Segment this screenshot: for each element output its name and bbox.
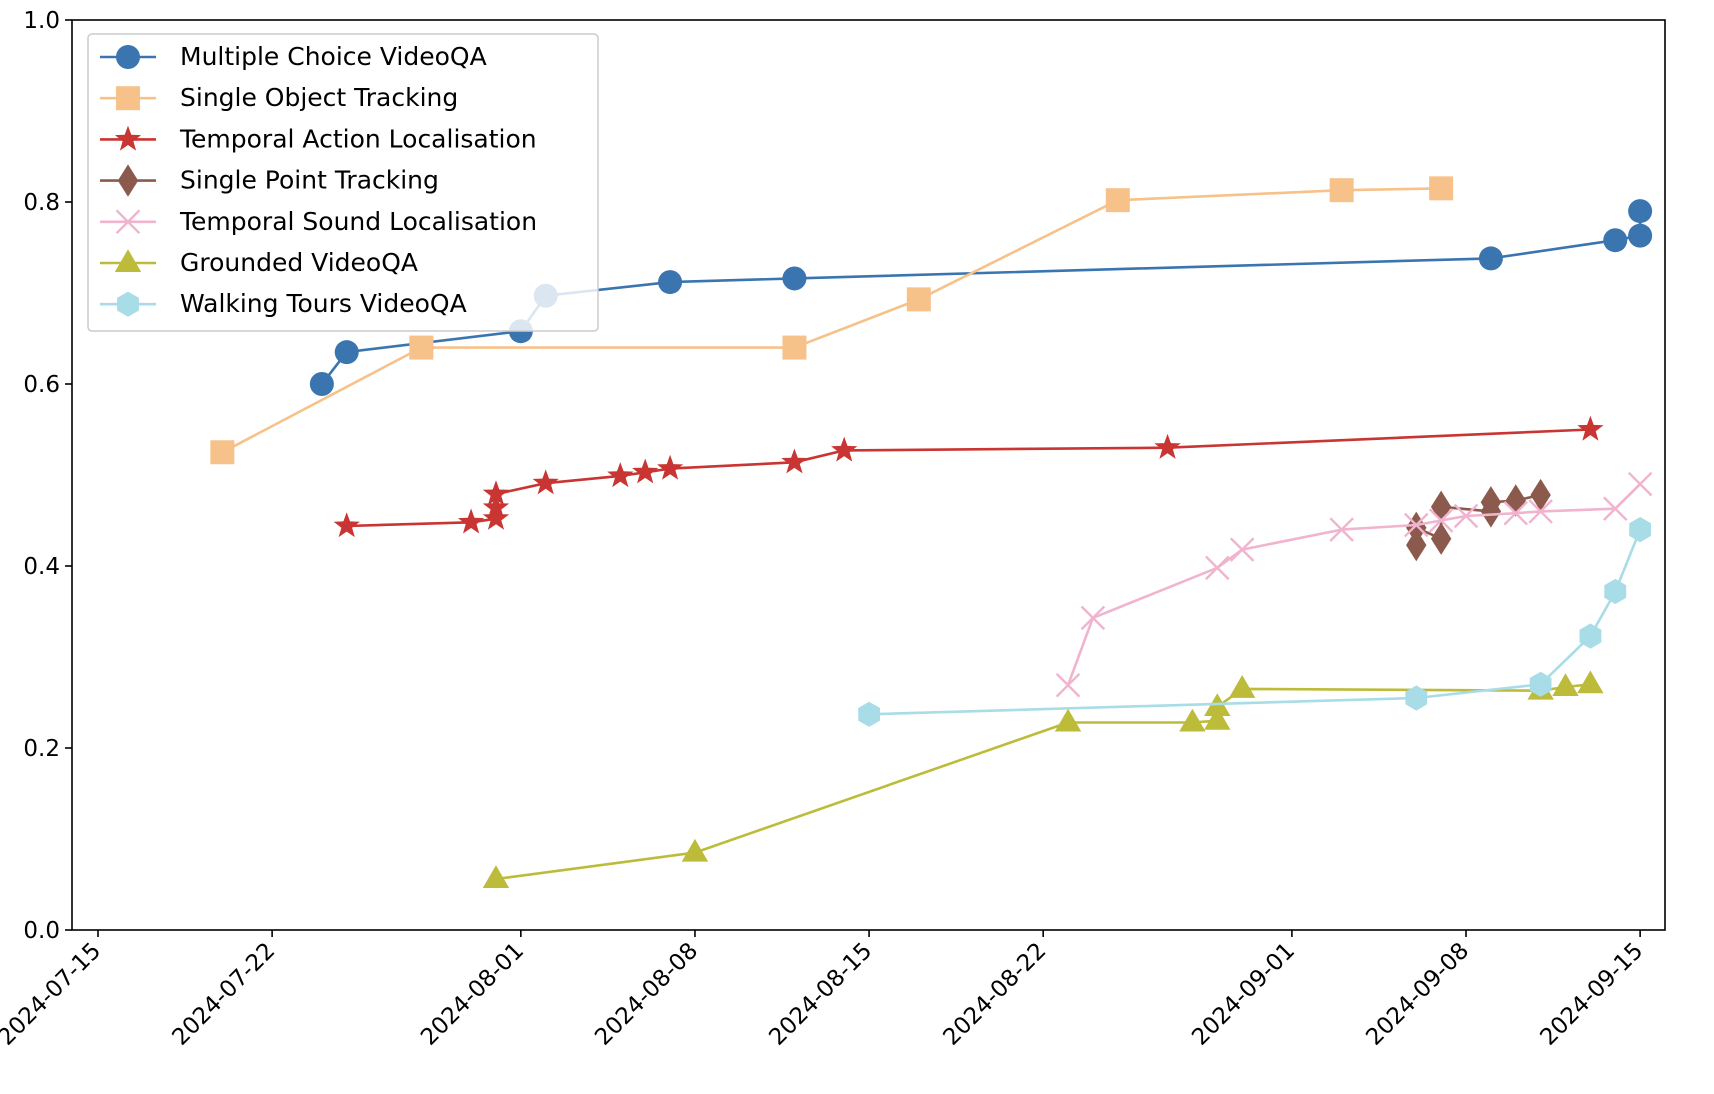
data-point-single-object-tracking — [1105, 188, 1130, 213]
series-line-walking-tours-videoqa — [869, 529, 1642, 716]
data-point-walking-tours-videoqa — [858, 701, 880, 727]
data-point-temporal-action-localisation — [532, 469, 559, 495]
legend-marker-temporal-sound-localisation — [115, 209, 141, 235]
data-point-temporal-action-localisation — [781, 448, 808, 474]
legend-entry-single-point-tracking: Single Point Tracking — [100, 164, 439, 197]
legend-label: Multiple Choice VideoQA — [180, 42, 487, 71]
data-point-grounded-videoqa — [681, 838, 709, 862]
series-temporal-sound-localisation — [1055, 471, 1653, 698]
y-tick-label: 1.0 — [23, 8, 60, 34]
legend-marker-multiple-choice-videoqa — [116, 45, 140, 69]
data-point-single-object-tracking — [1329, 178, 1354, 203]
y-tick-label: 0.4 — [23, 554, 60, 580]
data-point-temporal-sound-localisation — [1627, 471, 1653, 497]
legend-entry-multiple-choice-videoqa: Multiple Choice VideoQA — [100, 42, 487, 71]
data-point-multiple-choice-videoqa — [1628, 223, 1653, 248]
data-point-single-point-tracking — [1430, 522, 1452, 555]
data-point-grounded-videoqa — [1179, 708, 1206, 732]
data-point-temporal-sound-localisation — [1229, 537, 1255, 562]
data-point-walking-tours-videoqa — [1529, 671, 1552, 697]
legend-entry-temporal-action-localisation: Temporal Action Localisation — [100, 124, 537, 153]
data-point-temporal-sound-localisation — [1080, 605, 1106, 631]
data-point-single-object-tracking — [409, 335, 434, 360]
legend-entry-temporal-sound-localisation: Temporal Sound Localisation — [100, 207, 537, 236]
data-point-temporal-action-localisation — [482, 504, 510, 530]
legend-entry-walking-tours-videoqa: Walking Tours VideoQA — [100, 289, 467, 318]
data-point-single-point-tracking — [1406, 528, 1427, 562]
data-point-temporal-sound-localisation — [1453, 503, 1479, 529]
legend-label: Single Point Tracking — [180, 166, 439, 195]
data-point-temporal-sound-localisation — [1428, 508, 1454, 533]
data-point-temporal-sound-localisation — [1205, 555, 1230, 581]
data-point-walking-tours-videoqa — [1604, 578, 1627, 605]
data-point-multiple-choice-videoqa — [1628, 199, 1653, 224]
legend-marker-temporal-action-localisation — [114, 125, 142, 151]
data-point-temporal-action-localisation — [1154, 433, 1181, 459]
data-point-grounded-videoqa — [1054, 708, 1082, 732]
legend-marker-walking-tours-videoqa — [117, 291, 139, 317]
data-point-temporal-sound-localisation — [1528, 499, 1553, 524]
y-tick-label: 0.2 — [23, 736, 60, 762]
y-tick-label: 0.6 — [23, 372, 60, 398]
data-point-single-object-tracking — [210, 440, 235, 465]
legend-marker-single-point-tracking — [117, 164, 139, 197]
data-point-temporal-sound-localisation — [1603, 496, 1628, 521]
data-point-temporal-sound-localisation — [1329, 517, 1354, 542]
data-point-single-object-tracking — [782, 335, 807, 360]
series-temporal-action-localisation — [333, 415, 1604, 538]
data-point-multiple-choice-videoqa — [658, 270, 683, 295]
data-point-single-point-tracking — [1406, 511, 1427, 544]
legend-label: Single Object Tracking — [180, 83, 458, 112]
series-walking-tours-videoqa — [858, 517, 1651, 727]
data-point-grounded-videoqa — [1552, 673, 1579, 697]
data-point-multiple-choice-videoqa — [782, 266, 807, 291]
data-point-multiple-choice-videoqa — [1478, 246, 1503, 271]
data-point-walking-tours-videoqa — [1579, 623, 1602, 649]
legend-label: Temporal Sound Localisation — [179, 207, 537, 236]
legend-marker-single-object-tracking — [116, 86, 140, 111]
data-point-temporal-action-localisation — [831, 436, 858, 462]
data-point-single-object-tracking — [1429, 176, 1454, 201]
y-tick-label: 0.8 — [23, 190, 60, 216]
data-point-walking-tours-videoqa — [1629, 517, 1651, 543]
data-point-single-point-tracking — [1430, 490, 1452, 524]
data-point-temporal-action-localisation — [458, 508, 485, 534]
data-point-temporal-action-localisation — [632, 458, 659, 484]
legend-label: Walking Tours VideoQA — [180, 289, 467, 318]
series-single-object-tracking — [210, 176, 1454, 465]
y-tick-label: 0.0 — [23, 918, 60, 944]
legend: Multiple Choice VideoQA Single Object Tra… — [87, 33, 599, 332]
legend-entry-grounded-videoqa: Grounded VideoQA — [100, 248, 418, 277]
series-line-multiple-choice-videoqa — [320, 211, 1642, 385]
data-point-single-point-tracking — [1480, 486, 1502, 519]
data-point-temporal-action-localisation — [1577, 415, 1604, 441]
data-point-multiple-choice-videoqa — [334, 340, 359, 365]
legend-marker-grounded-videoqa — [114, 249, 142, 272]
data-point-temporal-action-localisation — [482, 480, 510, 506]
data-point-temporal-action-localisation — [482, 494, 510, 519]
data-point-temporal-sound-localisation — [1503, 500, 1529, 526]
data-point-grounded-videoqa — [1577, 670, 1604, 694]
data-point-single-object-tracking — [906, 287, 931, 312]
data-point-temporal-sound-localisation — [1055, 672, 1081, 698]
data-point-multiple-choice-videoqa — [309, 372, 334, 396]
legend-label: Temporal Action Localisation — [179, 124, 537, 153]
legend-entry-single-object-tracking: Single Object Tracking — [100, 83, 458, 112]
data-point-multiple-choice-videoqa — [1603, 228, 1628, 253]
series-layer — [210, 176, 1653, 889]
data-point-grounded-videoqa — [482, 865, 510, 889]
data-point-grounded-videoqa — [1204, 706, 1231, 730]
legend-label: Grounded VideoQA — [180, 248, 418, 277]
data-point-temporal-sound-localisation — [1404, 512, 1429, 538]
data-point-grounded-videoqa — [1228, 675, 1256, 698]
data-point-temporal-action-localisation — [607, 462, 634, 488]
data-point-single-point-tracking — [1530, 478, 1551, 512]
data-point-temporal-action-localisation — [333, 512, 360, 538]
data-point-temporal-action-localisation — [657, 454, 684, 480]
series-line-temporal-sound-localisation — [1066, 483, 1642, 686]
data-point-walking-tours-videoqa — [1405, 685, 1428, 711]
legend-box — [87, 33, 599, 332]
